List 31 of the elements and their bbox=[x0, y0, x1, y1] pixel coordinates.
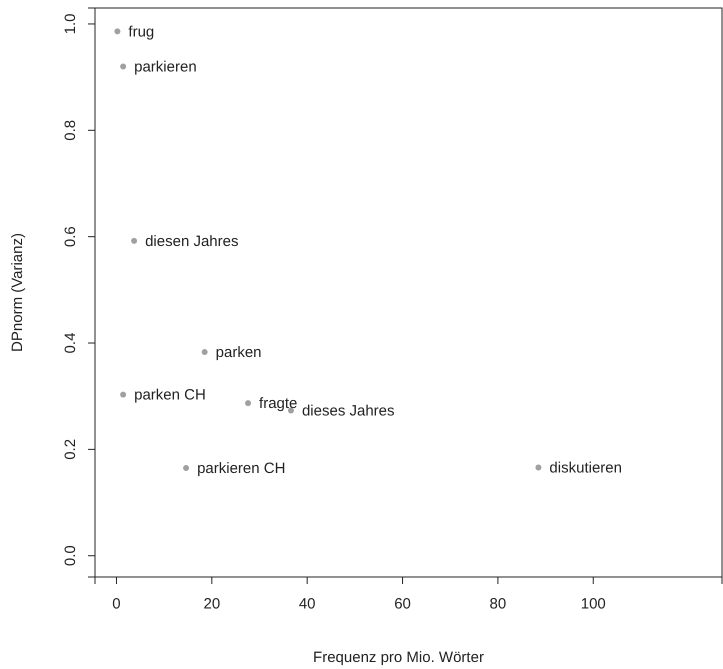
point bbox=[120, 64, 126, 70]
x-tick-label: 100 bbox=[580, 596, 606, 613]
y-tick-label: 0.2 bbox=[62, 438, 79, 460]
annotation: parken CH bbox=[134, 386, 206, 404]
x-tick-label: 0 bbox=[112, 596, 121, 613]
y-tick-label: 0.8 bbox=[62, 120, 79, 141]
annotation: fragte bbox=[259, 395, 298, 412]
y-tick-label: 1.0 bbox=[62, 14, 79, 34]
annotation: frug bbox=[128, 23, 154, 40]
x-tick-label: 60 bbox=[394, 596, 411, 613]
y-tick-label: 0.0 bbox=[62, 545, 79, 566]
x-tick-label: 20 bbox=[203, 596, 220, 613]
point bbox=[183, 464, 190, 471]
y-axis-title: DPnorm (Varianz) bbox=[9, 233, 26, 352]
annotation: dieses Jahres bbox=[302, 402, 395, 420]
annotation: diesen Jahres bbox=[145, 232, 239, 250]
point bbox=[114, 28, 120, 34]
x-tick-label: 80 bbox=[490, 596, 506, 613]
annotation: diskutieren bbox=[549, 459, 622, 476]
point bbox=[120, 392, 126, 398]
point bbox=[202, 349, 208, 356]
point bbox=[245, 400, 252, 406]
annotation: parken bbox=[216, 344, 262, 362]
y-tick-label: 0.6 bbox=[62, 226, 79, 248]
x-tick-label: 40 bbox=[298, 596, 316, 613]
annotation: parkieren bbox=[134, 58, 197, 76]
point bbox=[131, 238, 138, 244]
annotation: parkieren CH bbox=[197, 460, 286, 477]
point bbox=[535, 464, 542, 470]
x-axis-title: Frequenz pro Mio. Wörter bbox=[313, 649, 484, 666]
y-tick-label: 0.4 bbox=[62, 332, 79, 354]
